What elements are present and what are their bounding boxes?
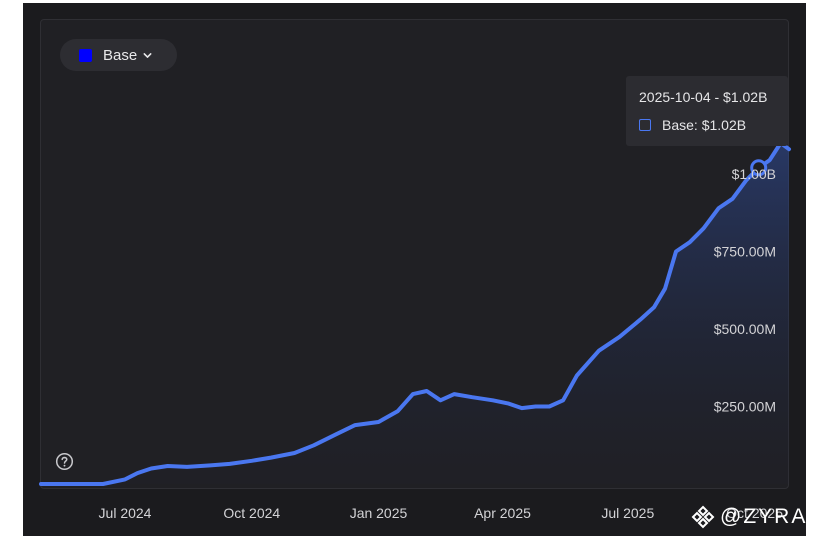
x-tick-label: Jul 2025	[601, 505, 654, 521]
data-point[interactable]	[184, 464, 190, 470]
x-axis: Jul 2024 Oct 2024 Jan 2025 Apr 2025 Jul 2025…	[99, 505, 784, 521]
highlight-point	[750, 159, 768, 177]
watermark-text: @ZYRA	[720, 505, 808, 528]
watermark: @ZYRA	[690, 503, 829, 531]
data-point[interactable]	[617, 334, 623, 340]
y-tick-label: $500.00M	[714, 321, 776, 337]
logo-icon	[691, 505, 715, 529]
series-area-base	[41, 143, 789, 484]
x-tick-label: Apr 2025	[474, 505, 531, 521]
x-tick-label: Oct 2025	[726, 505, 783, 521]
data-point[interactable]	[122, 476, 128, 482]
data-point[interactable]	[268, 455, 274, 461]
data-point[interactable]	[701, 225, 707, 231]
data-point[interactable]	[730, 196, 736, 202]
data-point[interactable]	[767, 157, 773, 163]
line-layer	[38, 141, 792, 487]
data-point[interactable]	[207, 462, 213, 468]
data-point[interactable]	[687, 239, 693, 245]
data-point[interactable]	[227, 461, 233, 467]
data-point[interactable]	[662, 286, 668, 292]
series-line-base[interactable]	[39, 141, 791, 486]
data-point[interactable]	[451, 391, 457, 397]
data-point[interactable]	[410, 391, 416, 397]
data-point[interactable]	[596, 348, 602, 354]
data-point[interactable]	[574, 373, 580, 379]
series-color-swatch	[79, 48, 92, 62]
series-dropdown-label: Base	[103, 46, 138, 64]
data-point[interactable]	[469, 394, 475, 400]
tooltip-series-label: Base: $1.02B	[662, 117, 747, 133]
tooltip-series-row: Base: $1.02B	[639, 117, 746, 133]
y-axis: $250.00M $500.00M $750.00M $1.00B	[714, 166, 776, 415]
data-point[interactable]	[311, 442, 317, 448]
data-point[interactable]	[38, 481, 44, 487]
chevron-down-icon	[143, 52, 152, 58]
data-point[interactable]	[424, 388, 430, 394]
series-dropdown[interactable]: Base	[60, 39, 177, 71]
data-point[interactable]	[560, 397, 566, 403]
data-point[interactable]	[519, 405, 525, 411]
data-point[interactable]	[100, 481, 106, 487]
data-point[interactable]	[438, 397, 444, 403]
data-point[interactable]	[786, 146, 792, 152]
data-point[interactable]	[637, 317, 643, 323]
data-point[interactable]	[490, 397, 496, 403]
data-point[interactable]	[505, 400, 511, 406]
y-tick-label: $750.00M	[714, 244, 776, 260]
data-point[interactable]	[651, 304, 657, 310]
data-point[interactable]	[546, 404, 552, 410]
data-point[interactable]	[249, 458, 255, 464]
data-point[interactable]	[533, 404, 539, 410]
data-point[interactable]	[673, 249, 679, 255]
x-tick-label: Oct 2024	[223, 505, 280, 521]
data-point[interactable]	[352, 422, 358, 428]
tooltip-series-swatch	[639, 119, 651, 131]
area-layer	[41, 143, 789, 484]
hover-tooltip: 2025-10-04 - $1.02B Base: $1.02B	[626, 76, 788, 146]
data-point[interactable]	[395, 408, 401, 414]
help-icon[interactable]	[55, 452, 74, 471]
y-tick-label: $250.00M	[714, 399, 776, 415]
x-tick-label: Jan 2025	[350, 505, 408, 521]
data-point[interactable]	[134, 470, 140, 476]
x-tick-label: Jul 2024	[99, 505, 152, 521]
data-point[interactable]	[333, 431, 339, 437]
data-point[interactable]	[716, 205, 722, 211]
data-point[interactable]	[148, 466, 154, 472]
tooltip-title: 2025-10-04 - $1.02B	[639, 89, 768, 105]
data-point[interactable]	[376, 419, 382, 425]
data-point[interactable]	[292, 450, 298, 456]
y-tick-label: $1.00B	[732, 166, 776, 182]
data-point[interactable]	[165, 463, 171, 469]
